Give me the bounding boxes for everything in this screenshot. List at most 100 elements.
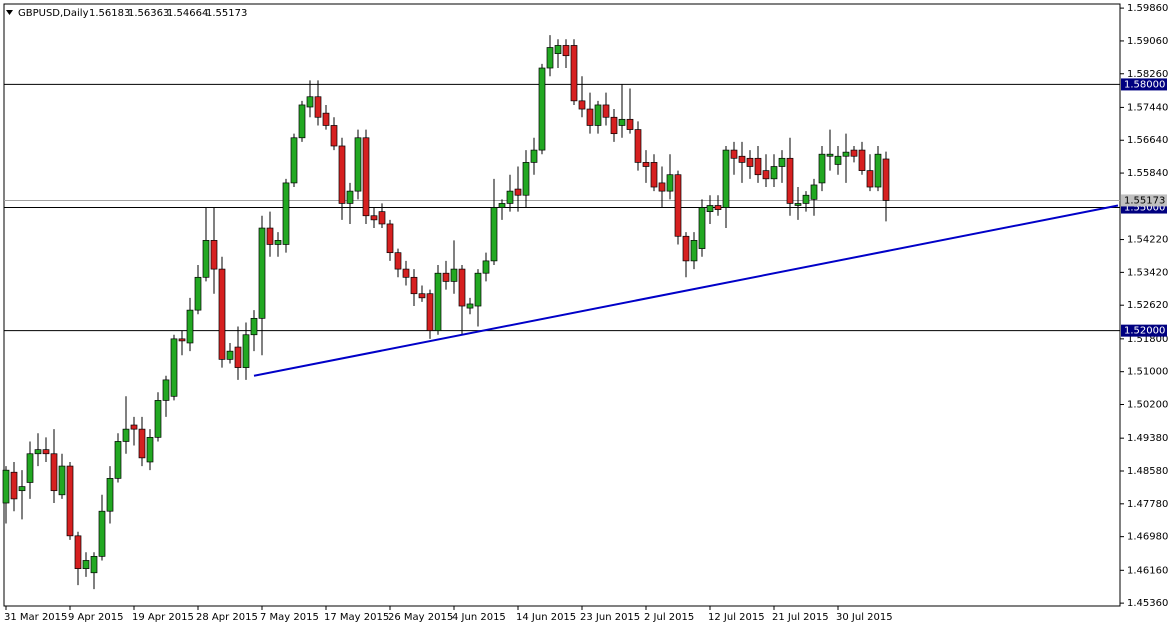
x-tick-label: 26 May 2015 [388,612,453,623]
candle-body [18,486,26,492]
candle-body [730,149,738,159]
candle-body [850,149,858,157]
candle-body [778,157,786,167]
x-tick-label: 19 Apr 2015 [132,612,194,623]
candle-body [82,560,90,570]
candle-body [514,188,522,196]
x-tick-label: 9 Apr 2015 [68,612,123,623]
candle-body [210,240,218,270]
candle-body [162,379,170,401]
candle-body [298,104,306,139]
candle-body [434,272,442,331]
candle-body [786,157,794,204]
x-tick-label: 17 May 2015 [324,612,389,623]
y-tick-label: 1.46160 [1127,565,1168,576]
candle-body [170,338,178,397]
candle-body [370,215,378,221]
candle-body [770,166,778,180]
candle-body [154,400,162,438]
candle-body [834,155,842,165]
candle-body [818,153,826,184]
x-tick-label: 21 Jul 2015 [772,612,829,623]
candle-body [426,293,434,331]
candle-body [722,149,730,208]
candle-body [266,227,274,245]
candle-body [2,469,10,504]
price-label: 1.55173 [1124,195,1165,206]
symbol: GBPUSD,Daily [18,8,89,19]
candle-body [554,45,562,55]
y-tick-label: 1.52620 [1127,300,1168,311]
candle-body [594,104,602,126]
candle-body [226,350,234,360]
x-tick-label: 31 Mar 2015 [4,612,67,623]
candle-body [234,346,242,368]
candle-body [858,149,866,171]
header-close: 1.55173 [206,8,247,19]
y-tick-label: 1.51000 [1127,367,1168,378]
x-tick-label: 30 Jul 2015 [836,612,893,623]
candle-body [682,235,690,262]
candle-body [218,268,226,360]
candle-body [242,334,250,368]
candle-body [314,96,322,118]
candle-body [714,205,722,210]
y-tick-label: 1.56640 [1127,135,1168,146]
plot-frame [3,3,1121,607]
candle-body [42,449,50,455]
candle-body [402,268,410,278]
candle-body [114,441,122,479]
candle-body [202,240,210,278]
header-high: 1.56363 [128,8,169,19]
hline-label: 1.52000 [1124,326,1165,337]
x-tick-label: 4 Jun 2015 [452,612,506,623]
candle-body [258,227,266,319]
y-tick-label: 1.59060 [1127,36,1168,47]
y-tick-label: 1.49380 [1127,433,1168,444]
candle-body [762,170,770,180]
candle-body [378,211,386,225]
price-label-box [1121,194,1167,207]
candle-body [706,205,714,212]
x-tick-label: 2 Jul 2015 [644,612,694,623]
candle-body [322,112,330,126]
candle-body [538,67,546,151]
x-tick-label: 12 Jul 2015 [708,612,765,623]
candle-body [522,162,530,196]
candle-body [474,272,482,307]
candle-body [386,223,394,254]
candle-body [98,510,106,557]
candle-body [690,240,698,262]
header-arrow [6,10,13,15]
candle-body [418,293,426,299]
candle-body [58,465,66,496]
candle-body [826,153,834,157]
y-tick-label: 1.46980 [1127,532,1168,543]
y-tick-label: 1.58260 [1127,69,1168,80]
y-tick-label: 1.50200 [1127,400,1168,411]
candle-body [546,47,554,69]
candle-body [354,137,362,192]
hline-label: 1.55000 [1124,203,1165,214]
candle-body [666,174,674,192]
candle-body [290,137,298,184]
candle-body [674,174,682,237]
candle-body [250,317,258,336]
y-tick-label: 1.53420 [1127,267,1168,278]
hline-label: 1.58000 [1124,79,1165,90]
y-tick-label: 1.47780 [1127,499,1168,510]
candle-body [490,207,498,262]
candle-body [794,203,802,206]
candle-body [194,276,202,311]
candle-body [586,108,594,126]
x-tick-label: 7 May 2015 [260,612,319,623]
candle-body [642,162,650,167]
x-tick-label: 28 Apr 2015 [196,612,258,623]
candle-body [34,449,42,455]
header-low: 1.54664 [167,8,208,19]
candle-body [410,276,418,295]
candle-body [698,207,706,249]
candle-body [122,428,130,442]
candle-body [506,190,514,204]
